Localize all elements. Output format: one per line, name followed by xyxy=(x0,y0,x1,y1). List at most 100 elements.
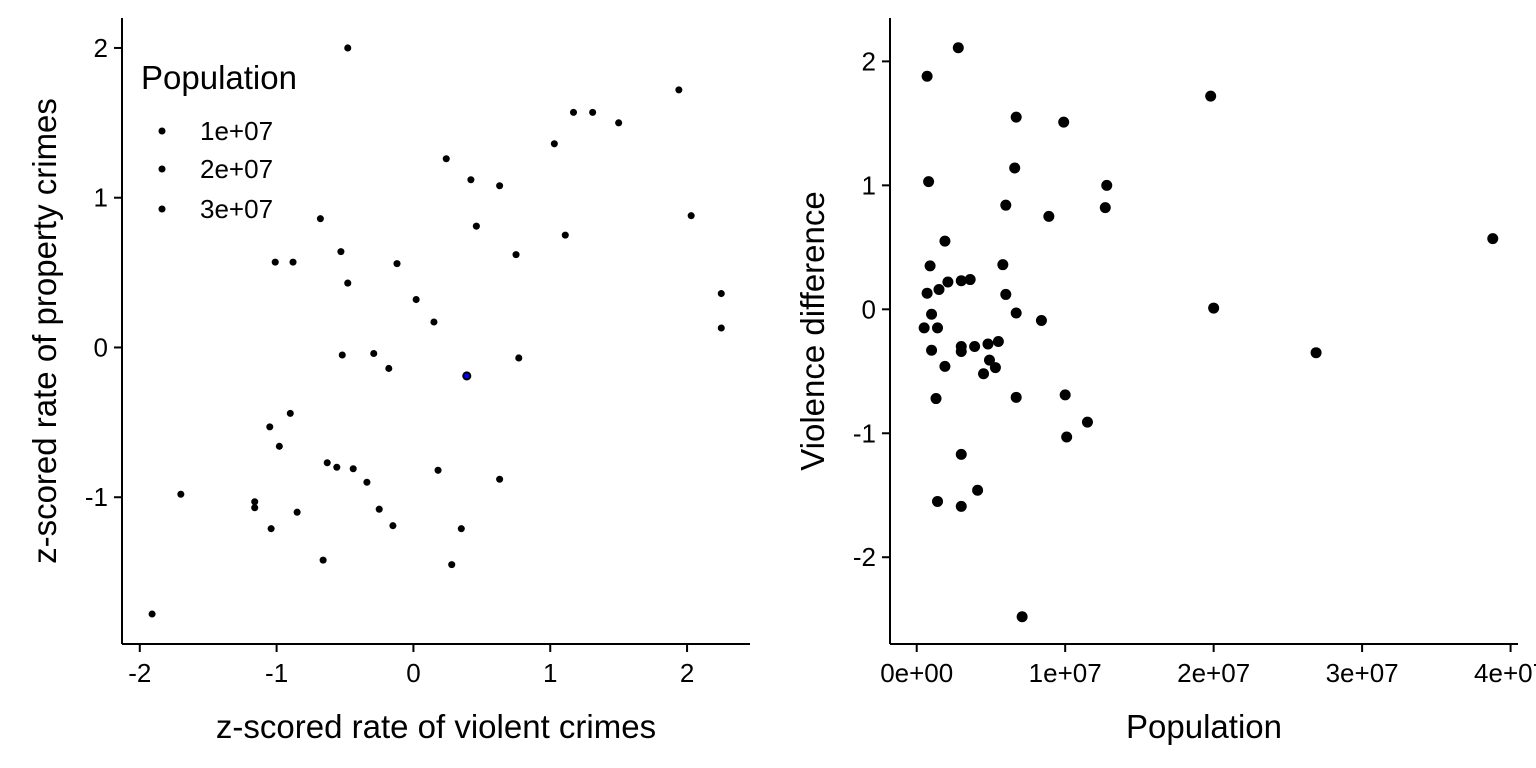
left-data-point xyxy=(393,260,401,268)
right-x-axis-title: Population xyxy=(1126,708,1282,745)
left-data-point xyxy=(289,258,297,266)
left-data-point xyxy=(344,279,352,287)
left-data-point xyxy=(561,231,569,239)
left-data-point xyxy=(375,505,383,513)
size-legend-label: 2e+07 xyxy=(200,154,273,184)
right-data-point xyxy=(982,338,994,350)
right-data-point xyxy=(989,362,1001,374)
right-data-point xyxy=(924,260,936,272)
right-data-point xyxy=(1010,391,1022,403)
size-legend-label: 3e+07 xyxy=(200,194,273,224)
right-y-tick-label: -2 xyxy=(853,542,876,572)
left-data-point xyxy=(349,465,357,473)
right-data-point xyxy=(952,42,964,54)
left-data-point xyxy=(177,490,185,498)
left-data-point xyxy=(675,86,683,94)
right-data-point xyxy=(1208,302,1220,314)
right-data-point xyxy=(939,235,951,247)
left-data-point xyxy=(467,176,475,184)
left-data-point xyxy=(319,556,327,564)
right-x-tick-label: 1e+07 xyxy=(1029,658,1102,688)
left-data-point xyxy=(337,248,345,256)
left-highlighted-point xyxy=(462,371,472,381)
left-x-tick-label: 2 xyxy=(680,658,694,688)
left-data-point xyxy=(267,525,275,533)
right-data-point xyxy=(955,345,967,357)
left-data-point xyxy=(412,296,420,304)
left-data-point xyxy=(589,108,597,116)
left-data-point xyxy=(687,212,695,220)
right-data-point xyxy=(955,448,967,460)
right-data-point xyxy=(942,276,954,288)
left-data-point xyxy=(448,561,456,569)
right-y-ticks: -2 -1 0 1 2 xyxy=(853,46,890,572)
right-data-point xyxy=(1101,179,1113,191)
left-data-point xyxy=(442,155,450,163)
right-data-point xyxy=(1043,210,1055,222)
right-x-tick-label: 2e+07 xyxy=(1177,658,1250,688)
right-data-point xyxy=(1000,199,1012,211)
left-y-tick-label: -1 xyxy=(85,482,108,512)
size-legend-title: Population xyxy=(141,59,297,96)
right-data-point xyxy=(1016,611,1028,623)
right-data-point xyxy=(1058,116,1070,128)
right-data-point xyxy=(1010,111,1022,123)
right-data-point xyxy=(1487,233,1499,245)
right-data-point xyxy=(983,354,995,366)
right-data-point xyxy=(978,368,990,380)
left-data-point xyxy=(271,258,279,266)
right-y-tick-label: 0 xyxy=(862,294,876,324)
right-data-point xyxy=(1009,162,1021,174)
left-x-tick-label: -1 xyxy=(265,658,288,688)
right-data-point xyxy=(918,322,930,334)
right-y-axis-title: Violence difference xyxy=(794,191,831,471)
right-y-tick-label: -1 xyxy=(853,418,876,448)
right-data-point xyxy=(1059,389,1071,401)
left-data-point xyxy=(293,508,301,516)
left-x-tick-label: -2 xyxy=(128,658,151,688)
left-data-point xyxy=(266,423,274,431)
size-legend-key xyxy=(158,205,166,213)
left-data-point xyxy=(430,318,438,326)
left-data-point xyxy=(717,324,725,332)
left-points-layer xyxy=(148,44,725,618)
left-data-point xyxy=(275,442,283,450)
right-data-point xyxy=(992,336,1004,348)
right-data-point xyxy=(939,360,951,372)
left-data-point xyxy=(389,522,397,530)
right-x-tick-label: 0e+00 xyxy=(880,658,953,688)
right-data-point xyxy=(1000,288,1012,300)
right-data-point xyxy=(923,176,935,188)
left-data-point xyxy=(333,463,341,471)
left-data-point xyxy=(457,525,465,533)
left-data-point xyxy=(344,44,352,52)
right-x-tick-label: 4e+07 xyxy=(1474,658,1536,688)
left-data-point xyxy=(323,459,331,467)
right-data-point xyxy=(921,70,933,82)
right-data-point xyxy=(1099,202,1111,214)
right-data-point xyxy=(932,322,944,334)
right-data-point xyxy=(933,283,945,295)
right-y-tick-label: 1 xyxy=(862,170,876,200)
right-data-point xyxy=(1081,416,1093,428)
left-scatter-panel: -2 -1 0 1 2 -1 0 1 2 z-scored rate of violent c… xyxy=(26,18,750,745)
left-data-point xyxy=(251,504,259,512)
left-data-point xyxy=(370,349,378,357)
right-data-point xyxy=(926,344,938,356)
left-data-point xyxy=(251,498,259,506)
left-x-tick-label: 1 xyxy=(543,658,557,688)
left-data-point xyxy=(286,409,294,417)
right-data-point xyxy=(972,484,984,496)
right-data-point xyxy=(997,259,1009,271)
right-data-point xyxy=(926,308,938,320)
size-legend-label: 1e+07 xyxy=(200,116,273,146)
right-data-point xyxy=(1310,347,1322,359)
right-data-point xyxy=(969,340,981,352)
left-y-tick-label: 1 xyxy=(94,183,108,213)
left-y-tick-label: 2 xyxy=(94,33,108,63)
right-data-point xyxy=(932,495,944,507)
left-x-axis-title: z-scored rate of violent crimes xyxy=(216,708,656,745)
left-data-point xyxy=(512,251,520,259)
left-y-ticks: -1 0 1 2 xyxy=(85,33,122,512)
